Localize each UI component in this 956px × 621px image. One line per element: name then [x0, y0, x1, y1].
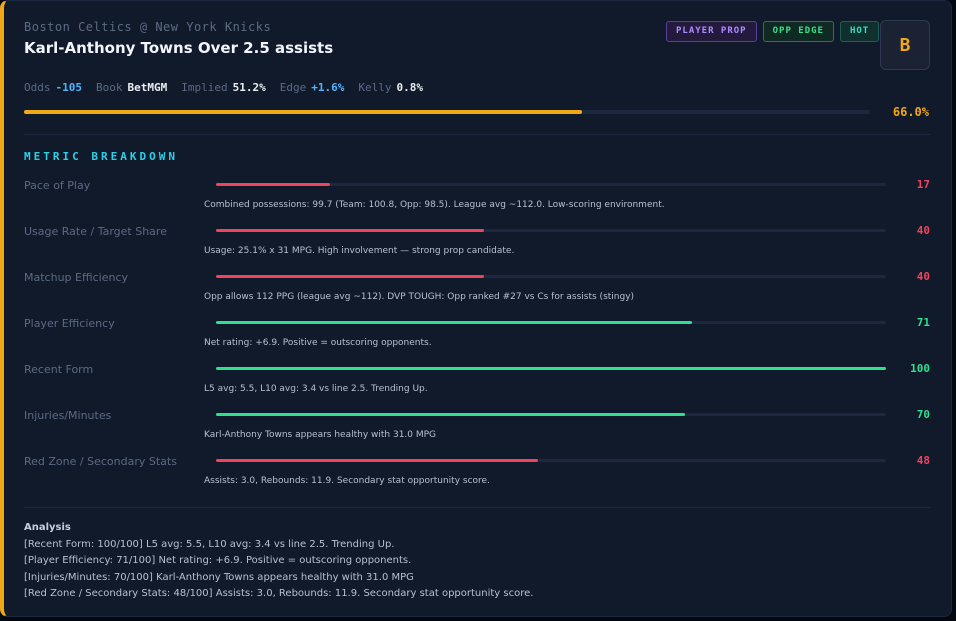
metric-bar: [216, 413, 886, 416]
analysis-line: [Player Efficiency: 71/100] Net rating: …: [24, 555, 412, 566]
metric-bar: [216, 275, 886, 278]
metric-label: Usage Rate / Target Share: [24, 225, 167, 238]
metric-bar: [216, 183, 886, 186]
metric-bar: [216, 459, 886, 462]
metric-detail: Opp allows 112 PPG (league avg ~112). DV…: [204, 292, 635, 302]
metric-detail: Usage: 25.1% x 31 MPG. High involvement …: [204, 246, 515, 256]
grade-badge: B: [880, 20, 930, 70]
analysis-section: Analysis [Recent Form: 100/100] L5 avg: …: [24, 520, 533, 603]
metric-bar-fill: [216, 183, 330, 186]
divider: [24, 134, 930, 135]
metric-row: Pace of Play 17 Combined possessions: 99.7…: [24, 176, 930, 222]
metric-bar-fill: [216, 229, 484, 232]
confidence-bar-fill: [24, 110, 583, 114]
odds-label: Odds: [24, 81, 51, 94]
analysis-line: [Injuries/Minutes: 70/100] Karl-Anthony …: [24, 571, 414, 583]
metric-row: Red Zone / Secondary Stats 48 Assists: 3.0…: [24, 452, 930, 498]
implied-stat: Implied 51.2%: [181, 81, 265, 94]
analysis-title: Analysis: [24, 522, 71, 533]
edge-stat: Edge +1.6%: [280, 81, 345, 94]
metric-detail: Karl-Anthony Towns appears healthy with …: [204, 430, 437, 440]
book-stat: Book BetMGM: [96, 81, 167, 94]
metric-row: Injuries/Minutes 70 Karl-Anthony Towns app…: [24, 406, 930, 452]
metric-bar-fill: [216, 367, 886, 370]
metric-label: Recent Form: [24, 363, 94, 376]
metric-bar-fill: [216, 413, 685, 416]
matchup-label: Boston Celtics @ New York Knicks: [24, 20, 272, 34]
implied-value: 51.2%: [232, 81, 266, 94]
metric-label: Pace of Play: [24, 179, 91, 192]
badge-group: PLAYER PROP OPP EDGE HOT: [666, 21, 880, 42]
metric-bar-fill: [216, 321, 692, 324]
analysis-line: [Red Zone / Secondary Stats: 48/100] Ass…: [24, 588, 534, 599]
player-prop-badge: PLAYER PROP: [666, 21, 757, 42]
metric-detail: L5 avg: 5.5, L10 avg: 3.4 vs line 2.5. T…: [204, 384, 428, 394]
metric-bar: [216, 321, 886, 324]
kelly-stat: Kelly 0.8%: [358, 81, 423, 94]
metric-row: Recent Form 100 L5 avg: 5.5, L10 avg: 3.4 …: [24, 360, 930, 406]
metric-score: 71: [916, 316, 930, 329]
confidence-bar: [24, 110, 870, 114]
metric-row: Matchup Efficiency 40 Opp allows 112 PPG (…: [24, 268, 930, 314]
metric-detail: Combined possessions: 99.7 (Team: 100.8,…: [204, 200, 665, 210]
book-value: BetMGM: [127, 81, 168, 94]
metric-row: Player Efficiency 71 Net rating: +6.9. Pos…: [24, 314, 930, 360]
odds-value: -105: [55, 81, 83, 94]
kelly-label: Kelly: [358, 81, 392, 94]
metric-detail: Assists: 3.0, Rebounds: 11.9. Secondary …: [204, 476, 490, 486]
metric-score: 40: [916, 224, 930, 237]
metric-score: 100: [910, 362, 930, 375]
metric-label: Red Zone / Secondary Stats: [24, 455, 177, 468]
odds-stats-row: Odds -105 Book BetMGM Implied 51.2% Edge +1.…: [24, 81, 423, 94]
odds-stat: Odds -105: [24, 81, 82, 94]
prop-title: Karl-Anthony Towns Over 2.5 assists: [24, 39, 334, 57]
metric-label: Player Efficiency: [24, 317, 115, 330]
metric-label: Matchup Efficiency: [24, 271, 129, 284]
opp-edge-badge: OPP EDGE: [762, 21, 834, 42]
metric-bar-fill: [216, 275, 484, 278]
metric-score: 40: [916, 270, 930, 283]
metric-score: 17: [916, 178, 930, 191]
book-label: Book: [96, 81, 123, 94]
confidence-value: 66.0%: [892, 105, 929, 119]
implied-label: Implied: [181, 81, 228, 94]
metric-row: Usage Rate / Target Share 40 Usage: 25.1% …: [24, 222, 930, 268]
section-title-metric-breakdown: METRIC BREAKDOWN: [24, 150, 178, 163]
edge-value: +1.6%: [311, 81, 345, 94]
kelly-value: 0.8%: [396, 81, 423, 94]
metric-score: 48: [916, 454, 930, 467]
metric-list: Pace of Play 17 Combined possessions: 99.7…: [24, 176, 930, 498]
divider: [24, 507, 930, 508]
metric-bar: [216, 229, 886, 232]
metric-detail: Net rating: +6.9. Positive = outscoring …: [204, 338, 432, 348]
edge-label: Edge: [279, 81, 307, 94]
hot-badge: HOT: [839, 21, 880, 42]
metric-score: 70: [916, 408, 930, 421]
metric-bar-fill: [216, 459, 538, 462]
analysis-line: [Recent Form: 100/100] L5 avg: 5.5, L10 …: [24, 538, 395, 550]
metric-bar: [216, 367, 886, 370]
metric-label: Injuries/Minutes: [24, 409, 112, 422]
